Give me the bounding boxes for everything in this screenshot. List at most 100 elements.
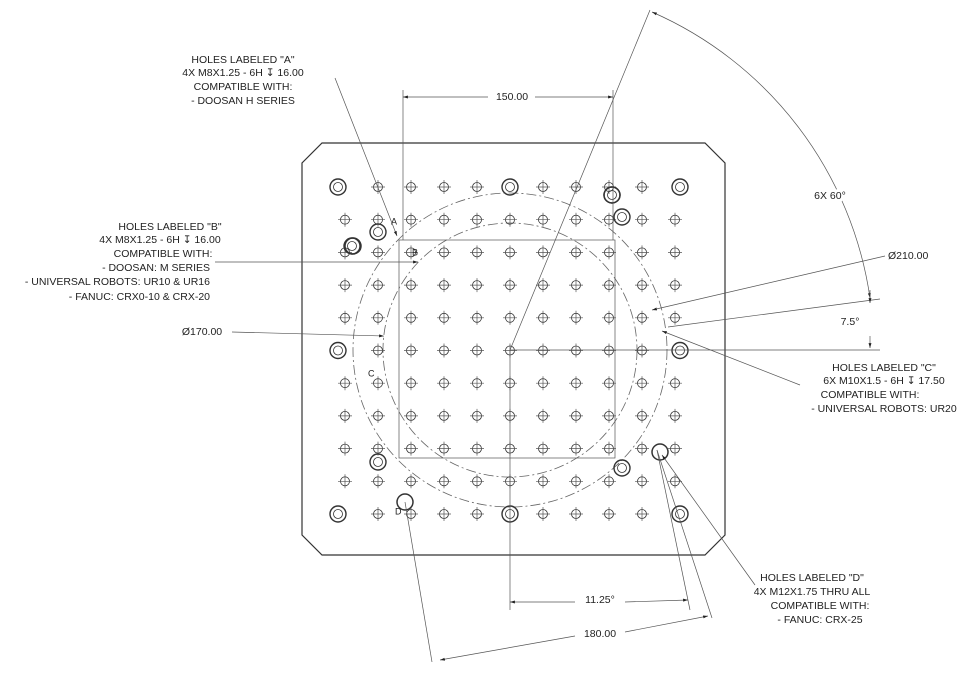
- hole-center: [437, 310, 451, 325]
- hole-center: [536, 310, 550, 325]
- dimension-text: Ø170.00: [182, 326, 222, 338]
- hole-letter: C: [368, 368, 375, 378]
- dimension-text: 7.5°: [841, 316, 860, 328]
- hole-letter: B: [412, 247, 418, 257]
- extension-line: [509, 9, 651, 351]
- callout-line: COMPATIBLE WITH:: [114, 248, 213, 260]
- hole-center: [338, 212, 352, 227]
- hole-center: [470, 310, 484, 325]
- extension-line: [656, 449, 691, 611]
- callout-line: 6X M10X1.5 - 6H ↧ 17.50: [823, 375, 945, 387]
- hole-center: [536, 507, 550, 521]
- hole-center: [437, 507, 451, 521]
- hole-center: [371, 441, 385, 456]
- hole-center: [470, 507, 484, 521]
- hole-center: [635, 180, 649, 194]
- hole-d: [651, 443, 669, 461]
- hole-center: [371, 474, 385, 489]
- hole-center: [536, 376, 550, 391]
- hole-center: [371, 278, 385, 293]
- hole-center: [569, 278, 583, 293]
- hole-center: [437, 245, 451, 260]
- hole-grid: [329, 178, 689, 523]
- callout-line: 4X M8X1.25 - 6H ↧ 16.00: [99, 234, 221, 246]
- counterbore-inner: [373, 227, 383, 237]
- counterbore-inner: [347, 241, 357, 251]
- hole-center: [470, 212, 484, 227]
- callout-line: HOLES LABELED "B": [118, 221, 221, 233]
- hole-center: [536, 408, 550, 423]
- dimension-line: [624, 615, 709, 633]
- dimension-text: 6X 60°: [814, 190, 846, 202]
- dimension-text: 180.00: [584, 628, 616, 640]
- hole-d: [344, 237, 362, 255]
- callout-line: HOLES LABELED "C": [832, 362, 936, 374]
- hole-center: [536, 474, 550, 489]
- callout-line: COMPATIBLE WITH:: [194, 81, 293, 93]
- hole-center: [404, 310, 418, 325]
- hole-center: [437, 376, 451, 391]
- hole-center: [503, 310, 517, 325]
- hole-center: [404, 245, 418, 260]
- hole-center: [602, 245, 616, 260]
- hole-center: [503, 212, 517, 227]
- hole-letter: D: [395, 506, 402, 516]
- dimension-text: 150.00: [496, 91, 528, 103]
- hole-center: [635, 441, 649, 456]
- hole-center: [569, 310, 583, 325]
- hole-center: [404, 212, 418, 227]
- counterbore-inner: [675, 182, 685, 192]
- hole-center: [470, 441, 484, 456]
- hole-center: [635, 408, 649, 423]
- callout-line: HOLES LABELED "D": [760, 572, 864, 584]
- extension-line: [404, 501, 433, 663]
- hole-center: [668, 310, 682, 325]
- hole-center: [635, 343, 649, 358]
- hole-center: [470, 278, 484, 293]
- hole-center: [437, 343, 451, 358]
- hole-center: [668, 376, 682, 391]
- hole-center: [437, 212, 451, 227]
- leader-line: [334, 77, 398, 237]
- hole-center: [569, 376, 583, 391]
- counterbore: [671, 505, 689, 523]
- callout-line: - UNIVERSAL ROBOTS: UR20: [811, 403, 957, 415]
- hole-center: [635, 278, 649, 293]
- callout-line: 4X M12X1.75 THRU ALL: [754, 586, 871, 598]
- hole-center: [404, 507, 418, 521]
- hole-center: [437, 180, 451, 194]
- dimension-line: [624, 598, 689, 603]
- hole-center: [602, 376, 616, 391]
- hole-center: [437, 278, 451, 293]
- hole-center: [569, 343, 583, 358]
- hole-center: [602, 441, 616, 456]
- counterbore-inner: [607, 190, 617, 200]
- hole-center: [602, 212, 616, 227]
- callout-line: - DOOSAN: M SERIES: [102, 262, 210, 274]
- hole-center: [635, 212, 649, 227]
- hole-center: [470, 245, 484, 260]
- callout-d: HOLES LABELED "D" 4X M12X1.75 THRU ALL C…: [661, 454, 871, 626]
- angle-arc: [651, 11, 871, 299]
- hole-center: [338, 278, 352, 293]
- hole-center: [602, 474, 616, 489]
- hole-center: [602, 408, 616, 423]
- hole-center: [602, 343, 616, 358]
- counterbore: [613, 208, 631, 226]
- counterbore: [329, 178, 347, 196]
- hole-center: [437, 408, 451, 423]
- hole-center: [437, 474, 451, 489]
- hole-center: [569, 474, 583, 489]
- hole-center: [602, 278, 616, 293]
- extension-line: [667, 298, 881, 328]
- counterbore-inner: [675, 345, 685, 356]
- callout-a: HOLES LABELED "A" 4X M8X1.25 - 6H ↧ 16.0…: [182, 54, 398, 237]
- leader-line: [661, 330, 801, 386]
- hole-center: [569, 212, 583, 227]
- hole-center: [569, 441, 583, 456]
- hole-center: [371, 310, 385, 325]
- hole-center: [371, 343, 385, 358]
- hole-center: [437, 441, 451, 456]
- callout-line: - UNIVERSAL ROBOTS: UR10 & UR16: [25, 276, 210, 288]
